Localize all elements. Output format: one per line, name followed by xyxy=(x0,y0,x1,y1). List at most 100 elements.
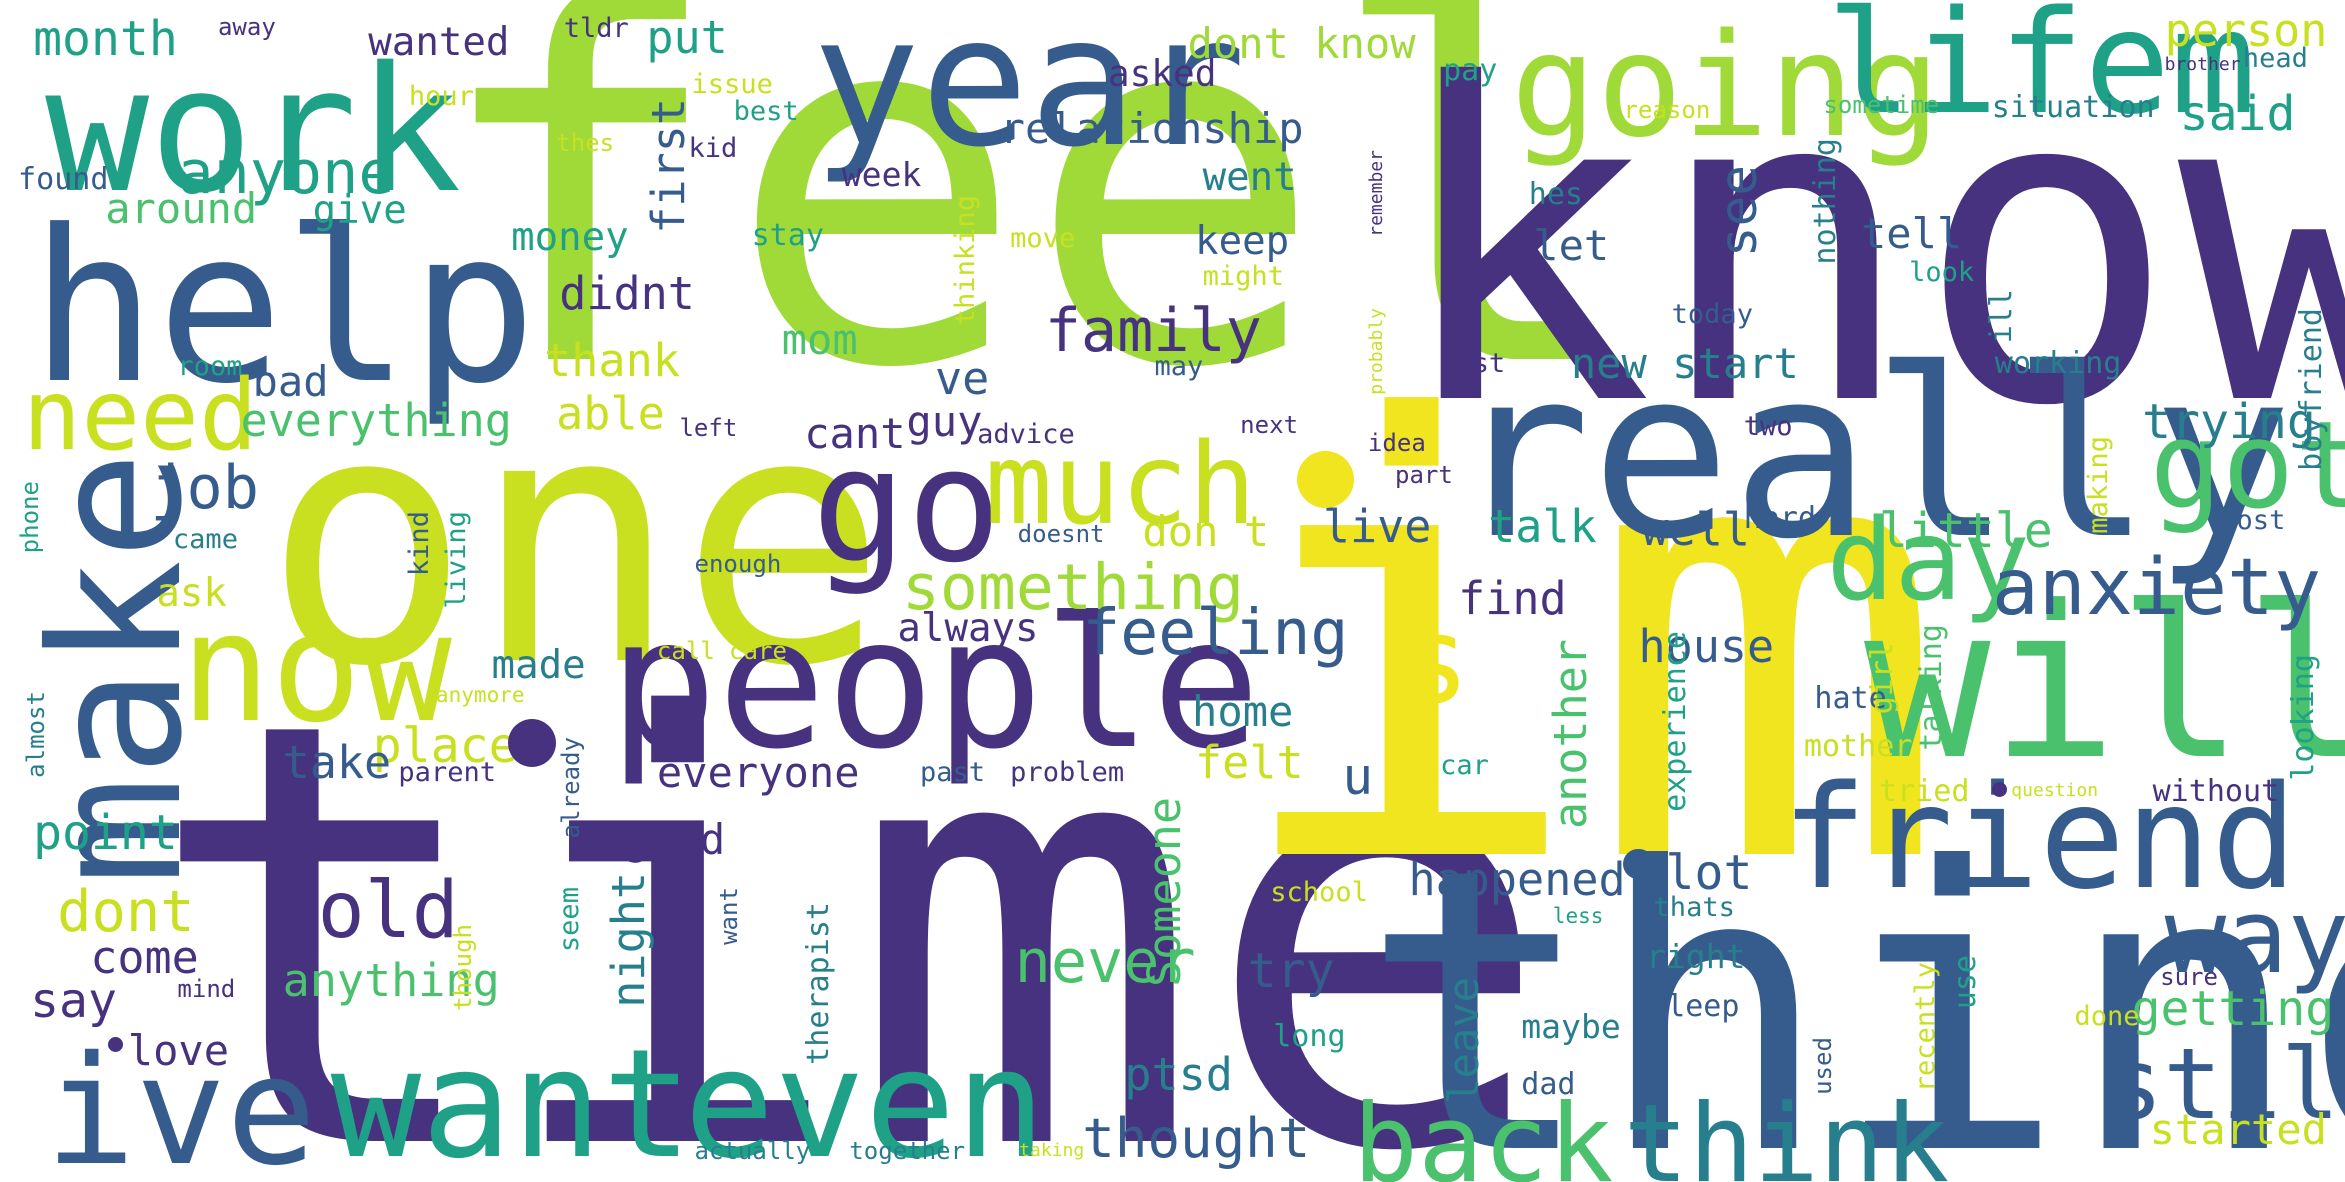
word-now: now xyxy=(180,580,452,756)
word-friend: friend xyxy=(1781,753,2298,921)
word-together: together xyxy=(849,1137,966,1166)
word-head: head xyxy=(2242,43,2308,75)
word-asked: asked xyxy=(1107,52,1217,95)
word-pay: pay xyxy=(1443,52,1498,88)
word-two: two xyxy=(1743,411,1793,443)
word-ptsd: ptsd xyxy=(1124,1048,1233,1102)
word-everyone: everyone xyxy=(656,747,860,797)
word-sleep: sleep xyxy=(1649,989,1740,1025)
word-anything: anything xyxy=(282,953,500,1007)
word-hes: hes xyxy=(1528,177,1584,213)
word-experience: experience xyxy=(1658,631,1694,813)
word-thinking: thinking xyxy=(949,195,981,326)
word-making: making xyxy=(2082,435,2114,534)
word-getting: getting xyxy=(2131,980,2335,1037)
word-work: work xyxy=(45,30,462,232)
word-found: found xyxy=(18,162,109,198)
word-hard: hard xyxy=(1743,500,1817,536)
word-girl: girl xyxy=(1865,641,1901,715)
word-little: little xyxy=(1879,502,2053,559)
word-kid: kid xyxy=(688,133,738,165)
word-idea: idea xyxy=(1367,429,1426,458)
word-time: time xyxy=(142,598,1555,1182)
word-last: last xyxy=(1440,348,1506,380)
word-stay: stay xyxy=(751,217,824,253)
word-already: already xyxy=(557,736,586,838)
word-go: go xyxy=(811,414,1002,599)
word-anxiety: anxiety xyxy=(1991,541,2322,633)
word-dad: dad xyxy=(1521,1067,1576,1103)
word-without: without xyxy=(2152,774,2280,810)
word-problem: problem xyxy=(1010,757,1125,789)
word-know: know xyxy=(1390,0,2345,502)
word-want-small: want xyxy=(715,886,744,945)
word-kind: kind xyxy=(403,511,435,577)
word-felt: felt xyxy=(1195,735,1304,789)
word-try: try xyxy=(1247,943,1335,1000)
word-care: care xyxy=(729,636,787,665)
word-trying: trying xyxy=(2142,394,2316,451)
word-living: living xyxy=(441,511,473,609)
word-week: week xyxy=(841,154,922,194)
word-move: move xyxy=(1010,223,1076,255)
word-looking: looking xyxy=(2286,653,2322,781)
word-u: u xyxy=(1342,747,1374,807)
word-remember: remember xyxy=(1365,150,1387,238)
dot-indigo xyxy=(1623,849,1654,880)
word-will: will xyxy=(1863,560,2345,806)
word-help: help xyxy=(30,184,537,430)
word-thank: thank xyxy=(544,334,680,388)
word-enough: enough xyxy=(694,549,782,578)
word-didnt: didnt xyxy=(559,266,695,320)
word-feeling: feeling xyxy=(1082,595,1349,670)
word-though: though xyxy=(448,924,477,1012)
word-year: year xyxy=(811,0,1247,188)
word-less: less xyxy=(1552,902,1604,928)
word-tell: tell xyxy=(1860,209,1963,259)
word-family: family xyxy=(1044,295,1262,366)
word-part: part xyxy=(1394,460,1453,489)
word-around: around xyxy=(105,183,258,233)
word-still: still xyxy=(2104,1028,2345,1143)
word-cant: cant xyxy=(804,409,906,459)
word-home: home xyxy=(1192,687,1294,737)
word-seem: seem xyxy=(554,886,586,953)
word-keep: keep xyxy=(1195,219,1290,265)
word-tried: tried xyxy=(1879,774,1970,810)
word-boyfriend: boyfriend xyxy=(2293,308,2329,471)
word-say: say xyxy=(30,973,117,1030)
word-mother: mother xyxy=(1803,729,1913,765)
word-relationship: relationship xyxy=(999,104,1304,154)
word-wanted: wanted xyxy=(368,19,510,65)
word-able: able xyxy=(556,386,665,440)
word-way: way xyxy=(2164,877,2345,997)
word-let: let xyxy=(1533,221,1610,271)
word-see: see xyxy=(1709,165,1769,258)
word-brother: brother xyxy=(2164,53,2241,75)
word-thes: thes xyxy=(556,128,615,157)
word-find: find xyxy=(1458,571,1567,625)
word-put: put xyxy=(646,11,728,65)
word-phone: phone xyxy=(16,481,45,554)
word-come: come xyxy=(90,930,199,984)
word-good: good xyxy=(623,815,726,865)
word-live: live xyxy=(1322,499,1432,553)
word-doesnt: doesnt xyxy=(1017,519,1105,548)
word-im: im xyxy=(1225,295,1950,996)
word-thing: thing xyxy=(1360,786,2345,1182)
word-call: call xyxy=(656,636,715,665)
word-today: today xyxy=(1671,298,1753,330)
word-night: night xyxy=(601,871,655,1008)
word-dont-know: dont know xyxy=(1187,18,1416,68)
word-guy: guy xyxy=(906,397,983,447)
word-feel: feel xyxy=(428,0,1623,476)
word-people: people xyxy=(608,578,1261,789)
word-job: job xyxy=(150,453,259,524)
word-issue: issue xyxy=(691,68,773,100)
word-back: back xyxy=(1352,1080,1614,1182)
word-thought: thought xyxy=(1082,1107,1311,1171)
word-mind: mind xyxy=(177,975,236,1004)
word-said: said xyxy=(2179,86,2296,143)
word-actually: actually xyxy=(694,1137,811,1166)
word-hour: hour xyxy=(408,80,474,112)
